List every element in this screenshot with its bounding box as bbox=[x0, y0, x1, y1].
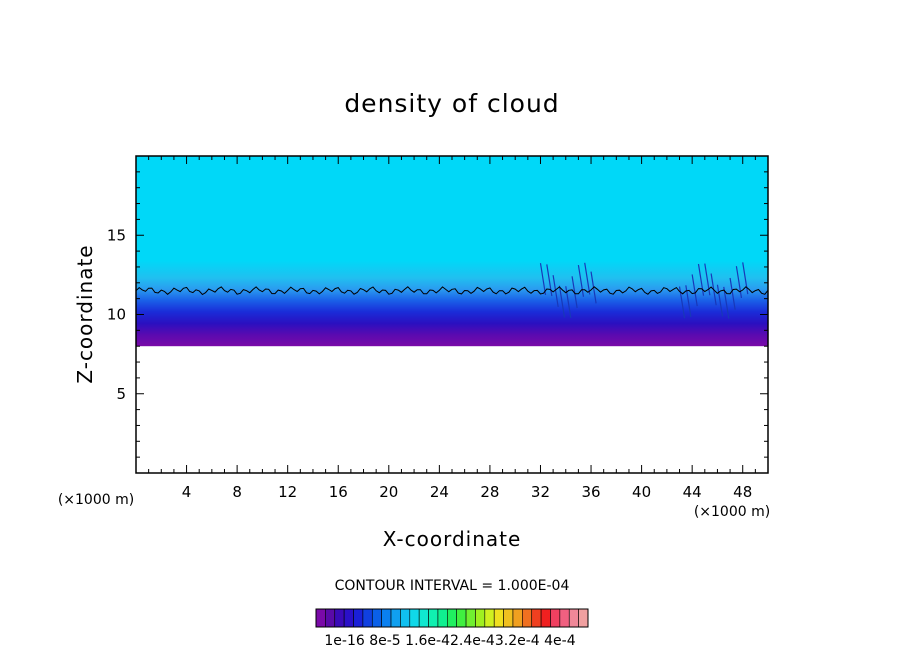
colorbar-swatch bbox=[550, 608, 561, 628]
x-tick-label: 32 bbox=[531, 483, 550, 501]
colorbar-swatch bbox=[381, 608, 392, 628]
wave-ripple-1 bbox=[729, 277, 736, 310]
x-tick-label: 16 bbox=[329, 483, 348, 501]
x-tick-label: 28 bbox=[480, 483, 499, 501]
chart-title: density of cloud bbox=[344, 89, 559, 118]
wave-ripple-0 bbox=[558, 285, 566, 318]
colorbar-swatch bbox=[512, 608, 523, 628]
contour-interval-text: CONTOUR INTERVAL = 1.000E-04 bbox=[335, 578, 570, 594]
colorbar-swatch bbox=[334, 608, 345, 628]
wave-ripple-0 bbox=[577, 264, 585, 297]
colorbar-swatch bbox=[418, 608, 429, 628]
plot-area bbox=[135, 155, 769, 474]
x-tick-label: 48 bbox=[733, 483, 752, 501]
y-tick-label: 15 bbox=[107, 226, 126, 244]
colorbar-swatch bbox=[428, 608, 439, 628]
x-tick-label: 8 bbox=[232, 483, 242, 501]
colorbar-swatch bbox=[409, 608, 420, 628]
x-axis-ticks: 4 8 12 16 20 24 28 32 36 40 44 48 bbox=[148, 156, 756, 501]
colorbar-swatch bbox=[484, 608, 495, 628]
x-tick-label: 40 bbox=[632, 483, 651, 501]
colorbar-swatch bbox=[447, 608, 457, 628]
wave-ripple-0 bbox=[584, 262, 591, 295]
x-tick-label: 36 bbox=[581, 483, 600, 501]
wave-ripple-1 bbox=[735, 266, 743, 299]
colorbar-frame bbox=[315, 608, 589, 628]
wave-ripple-1 bbox=[723, 286, 730, 319]
colorbar-swatch bbox=[371, 608, 382, 628]
wave-ripple-1 bbox=[704, 263, 711, 296]
wave-ripple-1 bbox=[697, 263, 705, 296]
x-axis-unit: (×1000 m) bbox=[694, 504, 770, 520]
x-tick-label: 12 bbox=[278, 483, 297, 501]
colorbar-swatch bbox=[400, 608, 411, 628]
x-tick-label: 44 bbox=[683, 483, 702, 501]
y-axis-ticks: 5 10 15 bbox=[107, 171, 768, 458]
colorbar-swatch bbox=[475, 608, 486, 628]
colorbar bbox=[315, 608, 589, 628]
colorbar-swatch bbox=[540, 608, 551, 628]
y-axis-label: Z-coordinate bbox=[73, 244, 97, 383]
x-axis-label: X-coordinate bbox=[383, 527, 522, 551]
y-tick-label: 10 bbox=[107, 306, 126, 324]
colorbar-swatch bbox=[465, 608, 476, 628]
colorbar-swatch bbox=[315, 608, 326, 628]
x-tick-label: 24 bbox=[430, 483, 449, 501]
wave-ripple-1 bbox=[716, 284, 724, 317]
colorbar-swatch bbox=[325, 608, 336, 628]
colorbar-swatch bbox=[522, 608, 533, 628]
colorbar-swatch bbox=[343, 608, 354, 628]
wave-ripple-0 bbox=[552, 275, 559, 308]
colorbar-labels: 1e-16 8e-5 1.6e-42.4e-43.2e-4 4e-4 bbox=[324, 633, 575, 649]
colorbar-swatch bbox=[353, 608, 364, 628]
wave-ripple-1 bbox=[691, 274, 698, 307]
wave-ripple-1 bbox=[742, 262, 749, 295]
colorbar-swatch bbox=[437, 608, 448, 628]
colorbar-swatch bbox=[559, 608, 570, 628]
colorbar-swatch bbox=[362, 608, 373, 628]
wave-ripple-0 bbox=[539, 263, 547, 296]
colorbar-swatch bbox=[390, 608, 401, 628]
x-tick-label: 20 bbox=[379, 483, 398, 501]
colorbar-swatch bbox=[456, 608, 467, 628]
colorbar-swatch bbox=[578, 608, 589, 628]
wave-ripple-0 bbox=[571, 276, 578, 309]
cloud-region bbox=[136, 156, 768, 347]
colorbar-swatch bbox=[493, 608, 504, 628]
contour-line bbox=[135, 286, 769, 296]
colorbar-swatch bbox=[531, 608, 542, 628]
z-axis-unit: (×1000 m) bbox=[58, 492, 134, 508]
colorbar-swatch bbox=[503, 608, 514, 628]
y-tick-label: 5 bbox=[116, 385, 126, 403]
x-tick-label: 4 bbox=[182, 483, 192, 501]
colorbar-swatch bbox=[568, 608, 579, 628]
